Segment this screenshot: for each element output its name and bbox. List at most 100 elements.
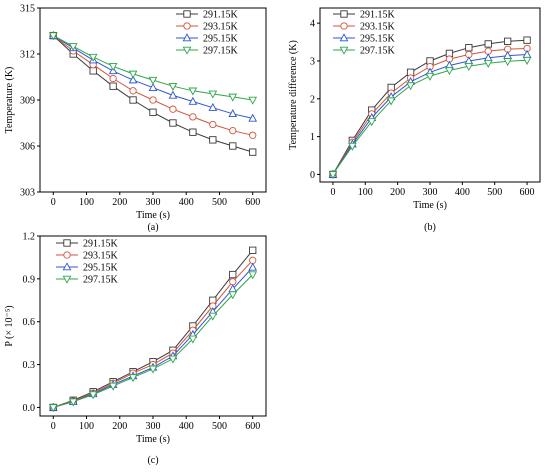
x-tick-label: 300: [146, 197, 161, 208]
data-point: [188, 335, 198, 344]
data-point: [229, 127, 237, 135]
data-point: [248, 113, 258, 122]
data-point: [249, 256, 257, 264]
x-tick-label: 0: [51, 421, 56, 432]
data-point: [149, 96, 157, 104]
chart-b: 0 100 200 300 400 500 600 0 1 2 3 4 Time (s) Temperat…: [288, 7, 541, 233]
data-point: [109, 82, 117, 90]
legend-label: 295.15K: [203, 34, 239, 45]
data-point: [188, 87, 198, 96]
legend-marker: [62, 275, 72, 284]
data-point: [208, 312, 218, 321]
x-tick-label: 200: [390, 187, 405, 198]
series-c-297.15K: [48, 271, 258, 413]
legend-label: 293.15K: [360, 22, 396, 33]
data-point: [149, 108, 157, 116]
data-point: [229, 142, 237, 150]
data-point: [328, 171, 338, 180]
data-point: [522, 49, 532, 58]
data-point: [148, 82, 158, 91]
data-point: [228, 93, 238, 102]
data-point: [208, 90, 218, 99]
data-point: [108, 382, 118, 391]
data-point: [189, 113, 197, 121]
x-tick-label: 300: [423, 187, 438, 198]
data-point: [128, 75, 138, 84]
x-tick-label: 0: [330, 187, 335, 198]
series-a-297.15K: [48, 32, 258, 105]
data-point: [68, 43, 78, 52]
data-point: [48, 404, 58, 413]
data-point: [249, 148, 257, 156]
plot-frame-b: [319, 7, 541, 183]
panel-caption: (b): [424, 222, 436, 233]
legend-label: 291.15K: [360, 10, 396, 21]
y-tick-label: 1: [310, 132, 315, 143]
data-point: [168, 82, 178, 91]
y-axis-title: Temperature (K): [4, 67, 15, 134]
series-c-293.15K: [49, 256, 257, 412]
data-point: [189, 128, 197, 136]
x-tick-label: 100: [358, 187, 373, 198]
data-point: [88, 391, 98, 400]
chart-c: 0 100 200 300 400 500 600 0.0 0.3 0.6 0.9 1.2 Time (…: [4, 232, 267, 466]
plot-frame-c: [39, 235, 267, 417]
legend-label: 297.15K: [360, 46, 396, 57]
x-tick-label: 400: [179, 197, 194, 208]
y-tick-label: 306: [20, 142, 35, 153]
x-axis-title: Time (s): [136, 210, 170, 221]
x-tick-label: 500: [212, 421, 227, 432]
x-tick-label: 600: [245, 421, 260, 432]
data-point: [406, 82, 415, 91]
y-tick-label: 0.6: [23, 317, 36, 328]
y-tick-label: 3: [310, 56, 315, 67]
data-point: [168, 90, 178, 99]
series-b-291.15K: [329, 36, 531, 179]
data-point: [128, 374, 138, 383]
data-point: [208, 102, 218, 111]
data-point: [367, 118, 377, 127]
data-point: [248, 271, 258, 280]
y-tick-label: 0: [310, 170, 315, 181]
data-point: [347, 142, 357, 151]
x-tick-label: 600: [245, 197, 260, 208]
legend-label: 293.15K: [83, 251, 119, 262]
legend-marker: [183, 10, 191, 18]
legend-marker: [339, 46, 349, 55]
data-point: [503, 58, 513, 67]
data-point: [483, 59, 493, 68]
data-point: [386, 97, 396, 106]
y-tick-label: 0.9: [23, 274, 36, 285]
y-tick-label: 312: [20, 50, 35, 61]
x-tick-label: 0: [51, 197, 56, 208]
x-tick-label: 200: [112, 421, 127, 432]
x-tick-label: 300: [146, 421, 161, 432]
data-point: [128, 70, 138, 79]
x-tick-label: 600: [520, 187, 535, 198]
y-axis-title: Temperature difference (K): [288, 40, 299, 150]
legend-label: 297.15K: [203, 46, 239, 57]
legend-marker: [340, 22, 348, 30]
y-tick-label: 303: [20, 188, 35, 199]
data-point: [522, 56, 532, 65]
data-point: [108, 63, 118, 72]
legend-marker: [62, 262, 72, 271]
series-c-295.15K: [48, 262, 258, 411]
legend-label: 291.15K: [203, 10, 239, 21]
y-tick-label: 0.3: [23, 360, 36, 371]
x-tick-label: 400: [179, 421, 194, 432]
y-tick-label: 4: [310, 19, 315, 30]
data-point: [168, 355, 178, 364]
data-point: [228, 291, 238, 300]
data-point: [68, 398, 78, 407]
panel-caption: (c): [147, 455, 158, 466]
legend-marker: [63, 239, 71, 247]
data-point: [88, 53, 98, 62]
series-b-295.15K: [328, 49, 532, 178]
data-point: [229, 270, 237, 279]
series-b-297.15K: [328, 56, 532, 180]
x-axis-title: Time (s): [413, 200, 447, 211]
data-point: [169, 119, 177, 127]
